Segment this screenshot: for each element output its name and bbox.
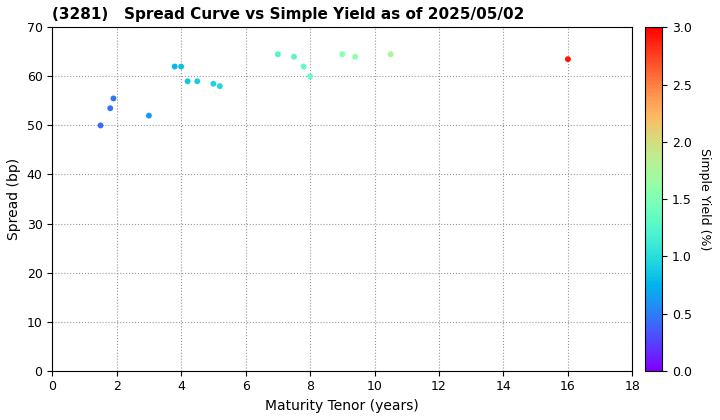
- Y-axis label: Simple Yield (%): Simple Yield (%): [698, 148, 711, 250]
- Point: [288, 53, 300, 60]
- Point: [298, 63, 310, 70]
- Point: [104, 105, 116, 112]
- Text: (3281)   Spread Curve vs Simple Yield as of 2025/05/02: (3281) Spread Curve vs Simple Yield as o…: [53, 7, 525, 22]
- X-axis label: Maturity Tenor (years): Maturity Tenor (years): [266, 399, 419, 413]
- Point: [108, 95, 120, 102]
- Point: [176, 63, 187, 70]
- Point: [562, 56, 574, 63]
- Point: [207, 80, 219, 87]
- Point: [336, 51, 348, 58]
- Point: [182, 78, 194, 84]
- Point: [95, 122, 107, 129]
- Point: [385, 51, 397, 58]
- Point: [272, 51, 284, 58]
- Point: [143, 112, 155, 119]
- Point: [349, 53, 361, 60]
- Y-axis label: Spread (bp): Spread (bp): [7, 158, 21, 240]
- Point: [192, 78, 203, 84]
- Point: [305, 73, 316, 80]
- Point: [214, 83, 225, 89]
- Point: [169, 63, 181, 70]
